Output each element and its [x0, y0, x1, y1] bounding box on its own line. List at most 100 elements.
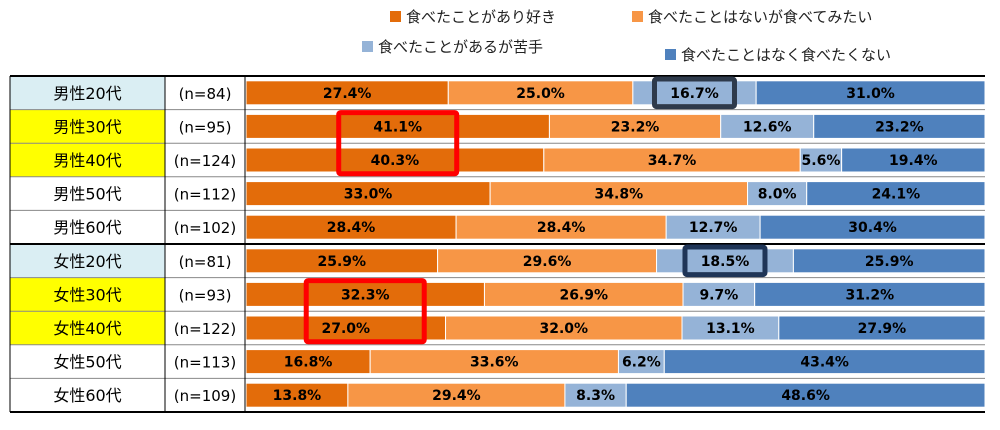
data-label: 29.6% — [523, 254, 572, 270]
data-label: 27.4% — [323, 86, 372, 102]
row-label-cell — [10, 143, 165, 177]
bar-segment — [245, 147, 545, 173]
data-label: 33.6% — [470, 355, 519, 371]
highlight-box — [682, 244, 768, 278]
data-label: 13.8% — [273, 388, 322, 404]
data-label: 40.3% — [371, 153, 420, 169]
bar-segment — [806, 181, 986, 207]
bar-segment — [720, 113, 815, 139]
bar-segment — [663, 349, 986, 375]
row-label: 女性50代 — [53, 353, 121, 372]
data-label: 8.3% — [576, 388, 615, 404]
row-sample-size: (n=95) — [179, 118, 232, 136]
row-label-cell — [10, 210, 165, 244]
data-label: 16.7% — [670, 86, 719, 102]
row-sample-size: (n=93) — [179, 286, 232, 304]
bar-segment — [483, 281, 684, 307]
data-label: 43.4% — [800, 355, 849, 371]
row-label: 男性20代 — [53, 84, 121, 103]
data-label: 27.0% — [321, 321, 370, 337]
data-label: 30.4% — [848, 220, 897, 236]
data-label: 6.2% — [622, 355, 661, 371]
data-label: 32.0% — [539, 321, 588, 337]
bar-segment — [543, 147, 801, 173]
data-label: 31.2% — [846, 287, 895, 303]
row-sample-size: (n=81) — [179, 253, 232, 271]
bar-segment — [369, 349, 619, 375]
bar-segment — [747, 181, 808, 207]
legend-label-2: 食べたことはないが食べてみたい — [648, 8, 873, 26]
row-sample-size: (n=124) — [174, 152, 236, 170]
bar-segment — [625, 382, 986, 408]
row-label-cell — [10, 344, 165, 379]
data-label: 23.2% — [875, 119, 924, 135]
row-sample-size: (n=112) — [174, 186, 236, 204]
data-label: 31.0% — [846, 86, 895, 102]
data-label: 29.4% — [432, 388, 481, 404]
row-label: 女性60代 — [53, 386, 121, 405]
bar-segment — [445, 315, 683, 341]
bar-segment — [665, 214, 761, 240]
bar-segment — [754, 281, 986, 307]
data-label: 32.3% — [341, 287, 390, 303]
data-label: 28.4% — [537, 220, 586, 236]
highlight-box — [303, 278, 427, 345]
data-label: 41.1% — [373, 119, 422, 135]
bar-segment — [447, 80, 634, 106]
data-label: 12.6% — [743, 119, 792, 135]
row-sample-size: (n=84) — [179, 85, 232, 103]
row-label-cell — [10, 76, 165, 110]
row-label: 女性30代 — [53, 285, 121, 304]
data-label: 25.9% — [318, 254, 367, 270]
highlight-box — [336, 110, 460, 177]
bar-segment — [841, 147, 986, 173]
bar-segment — [347, 382, 566, 408]
legend-label-3: 食べたことがあるが苦手 — [378, 38, 544, 56]
legend-item-4: 食べたことはなく食べたくない — [665, 44, 891, 65]
legend-swatch-1 — [390, 11, 401, 22]
data-label: 19.4% — [889, 153, 938, 169]
bar-segment — [799, 147, 843, 173]
bar-segment — [245, 382, 349, 408]
row-label-cell — [10, 244, 165, 278]
legend-label-1: 食べたことがあり好き — [406, 8, 557, 26]
data-label: 25.9% — [865, 254, 914, 270]
data-label: 33.0% — [344, 187, 393, 203]
legend-label-4: 食べたことはなく食べたくない — [681, 46, 892, 64]
bar-segment — [548, 113, 722, 139]
row-sample-size: (n=102) — [174, 219, 236, 237]
bar-segment — [245, 349, 371, 375]
row-label: 男性60代 — [53, 218, 121, 237]
bar-segment — [564, 382, 627, 408]
highlight-box — [651, 76, 737, 110]
row-label: 女性40代 — [53, 319, 121, 338]
bar-segment — [437, 248, 658, 274]
row-label-cell — [10, 311, 165, 345]
bar-segment — [245, 181, 491, 207]
data-label: 34.7% — [648, 153, 697, 169]
data-label: 27.9% — [858, 321, 907, 337]
data-label: 8.0% — [758, 187, 797, 203]
bar-segment — [617, 349, 665, 375]
bar-segment — [245, 113, 550, 139]
data-label: 26.9% — [559, 287, 608, 303]
bar-segment — [792, 248, 986, 274]
row-label-cell — [10, 109, 165, 144]
row-label: 女性20代 — [53, 252, 121, 271]
legend-swatch-3 — [362, 41, 373, 52]
data-label: 23.2% — [611, 119, 660, 135]
data-label: 28.4% — [327, 220, 376, 236]
row-label: 男性30代 — [53, 117, 121, 136]
legend-item-2: 食べたことはないが食べてみたい — [632, 6, 872, 27]
data-label: 18.5% — [701, 254, 750, 270]
data-label: 5.6% — [802, 153, 841, 169]
bar-segment — [759, 214, 986, 240]
data-label: 25.0% — [516, 86, 565, 102]
data-label: 12.7% — [689, 220, 738, 236]
row-label-cell — [10, 277, 165, 312]
data-label: 48.6% — [781, 388, 830, 404]
data-label: 9.7% — [699, 287, 738, 303]
row-sample-size: (n=122) — [174, 320, 236, 338]
bar-segment — [755, 80, 986, 106]
